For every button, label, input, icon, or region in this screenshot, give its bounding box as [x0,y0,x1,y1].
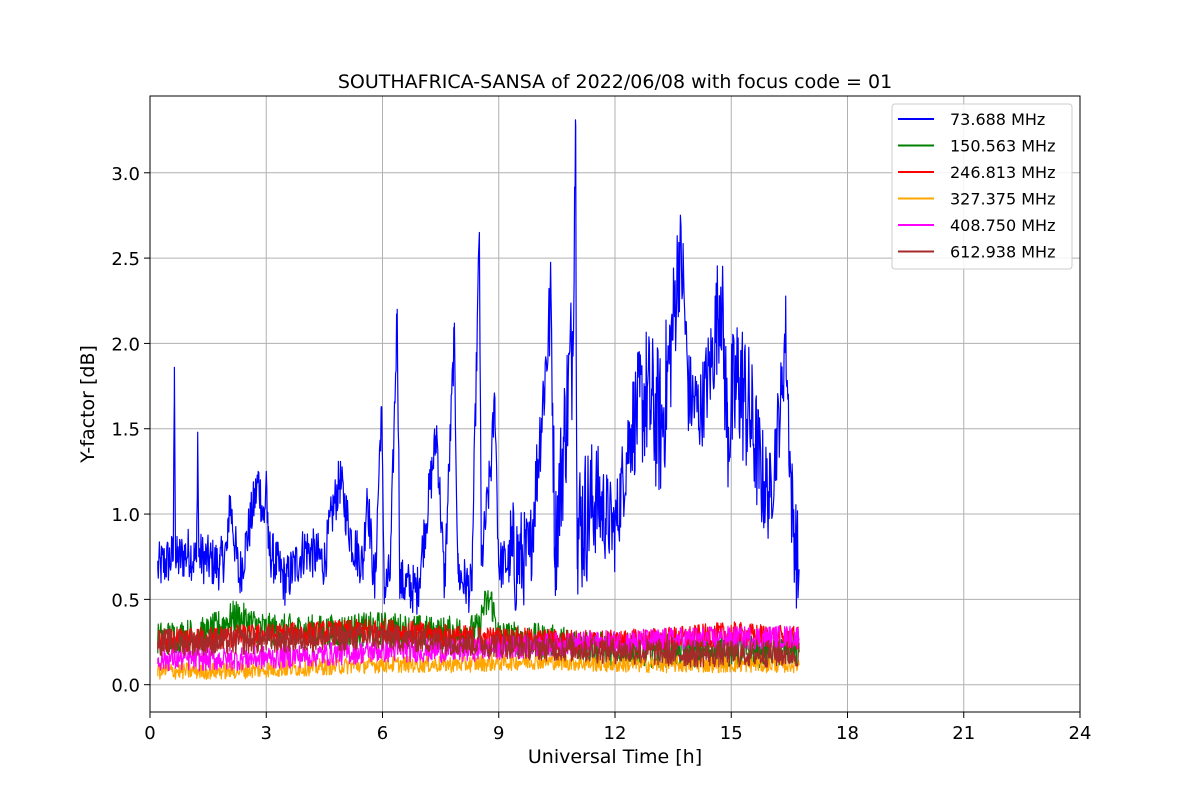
series-line [157,623,800,668]
y-tick-label: 1.5 [111,420,140,441]
x-tick-label: 18 [836,723,859,744]
legend: 73.688 MHz 150.563 MHz 246.813 MHz 327.375 … [891,103,1073,270]
series-line [157,119,800,615]
legend-label: 73.688 MHz [950,110,1045,129]
legend-label: 150.563 MHz [950,137,1055,156]
series-line [157,652,800,680]
x-tick-label: 3 [261,723,272,744]
legend-label: 408.750 MHz [950,216,1055,235]
y-tick-label: 2.5 [111,249,140,270]
y-axis: 0.0 0.5 1.0 1.5 2.0 2.5 3.0 [111,164,150,697]
y-tick-label: 0.5 [111,590,140,611]
x-axis-label: Universal Time [h] [528,746,702,768]
x-tick-label: 24 [1069,723,1092,744]
chart-title: SOUTHAFRICA-SANSA of 2022/06/08 with foc… [338,71,892,93]
y-tick-label: 3.0 [111,164,140,185]
legend-label: 246.813 MHz [950,163,1055,182]
x-tick-label: 15 [720,723,743,744]
legend-label: 327.375 MHz [950,190,1055,209]
x-tick-label: 0 [144,723,155,744]
x-axis: 0 3 6 9 12 15 18 21 24 [144,712,1091,744]
legend-box [891,103,1073,270]
x-tick-label: 6 [377,723,388,744]
legend-label: 612.938 MHz [950,243,1055,262]
y-tick-label: 2.0 [111,334,140,355]
series-line [157,625,800,672]
plot-area [157,119,800,680]
y-tick-label: 1.0 [111,505,140,526]
x-tick-label: 9 [493,723,504,744]
y-axis-label: Y-factor [dB] [77,345,99,464]
x-tick-label: 21 [952,723,975,744]
x-tick-label: 12 [604,723,627,744]
y-tick-label: 0.0 [111,676,140,697]
